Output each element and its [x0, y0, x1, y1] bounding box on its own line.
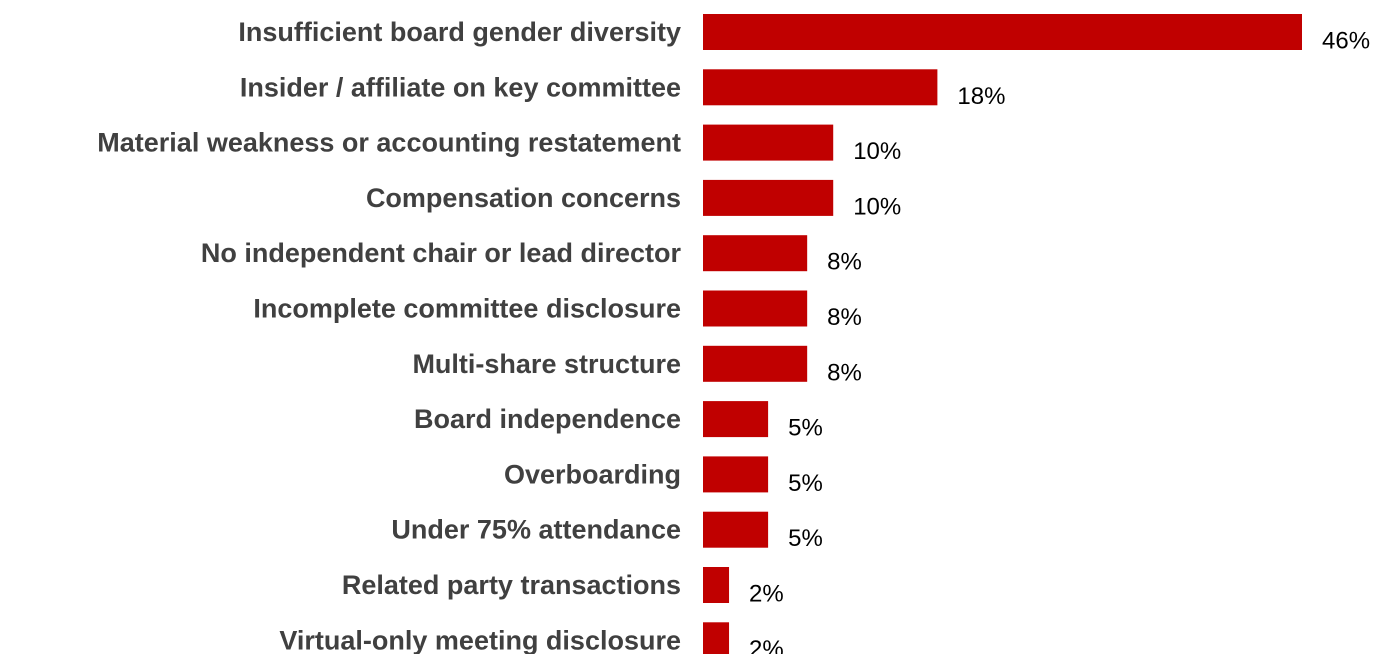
bar [703, 14, 1302, 50]
value-label: 46% [1322, 28, 1370, 55]
value-label: 5% [788, 470, 823, 497]
category-label: No independent chair or lead director [201, 238, 682, 268]
value-label: 8% [827, 304, 862, 331]
value-label: 8% [827, 249, 862, 276]
category-label: Virtual-only meeting disclosure [279, 625, 681, 654]
value-label: 8% [827, 359, 862, 386]
bar [703, 567, 730, 603]
category-label: Insufficient board gender diversity [238, 17, 681, 47]
value-labels: 46% 18% 10% 10% 8% 8% 8% 5% 5% 5% 2% 2% [749, 28, 1370, 654]
value-label: 2% [749, 636, 784, 654]
bar [703, 456, 769, 493]
category-label: Under 75% attendance [391, 515, 681, 545]
value-label: 18% [957, 83, 1005, 110]
category-label: Related party transactions [342, 570, 681, 600]
value-label: 10% [853, 193, 901, 220]
bar [703, 179, 834, 216]
category-label: Material weakness or accounting restatem… [97, 128, 681, 158]
value-label: 5% [788, 525, 823, 552]
bar [703, 124, 834, 161]
category-label: Board independence [414, 404, 681, 434]
category-labels: Insufficient board gender diversity Insid… [97, 17, 681, 654]
bar [703, 511, 769, 548]
bar [703, 622, 730, 654]
bar [703, 401, 769, 438]
bar [703, 69, 938, 106]
bar [703, 290, 808, 327]
category-label: Incomplete committee disclosure [253, 294, 681, 324]
category-label: Insider / affiliate on key committee [240, 72, 681, 102]
value-label: 10% [853, 138, 901, 165]
category-label: Compensation concerns [366, 183, 681, 213]
bar [703, 345, 808, 382]
bars [703, 14, 1302, 654]
value-label: 2% [749, 581, 784, 608]
bar [703, 235, 808, 272]
value-label: 5% [788, 415, 823, 442]
category-label: Multi-share structure [412, 349, 681, 379]
category-label: Overboarding [504, 459, 681, 489]
